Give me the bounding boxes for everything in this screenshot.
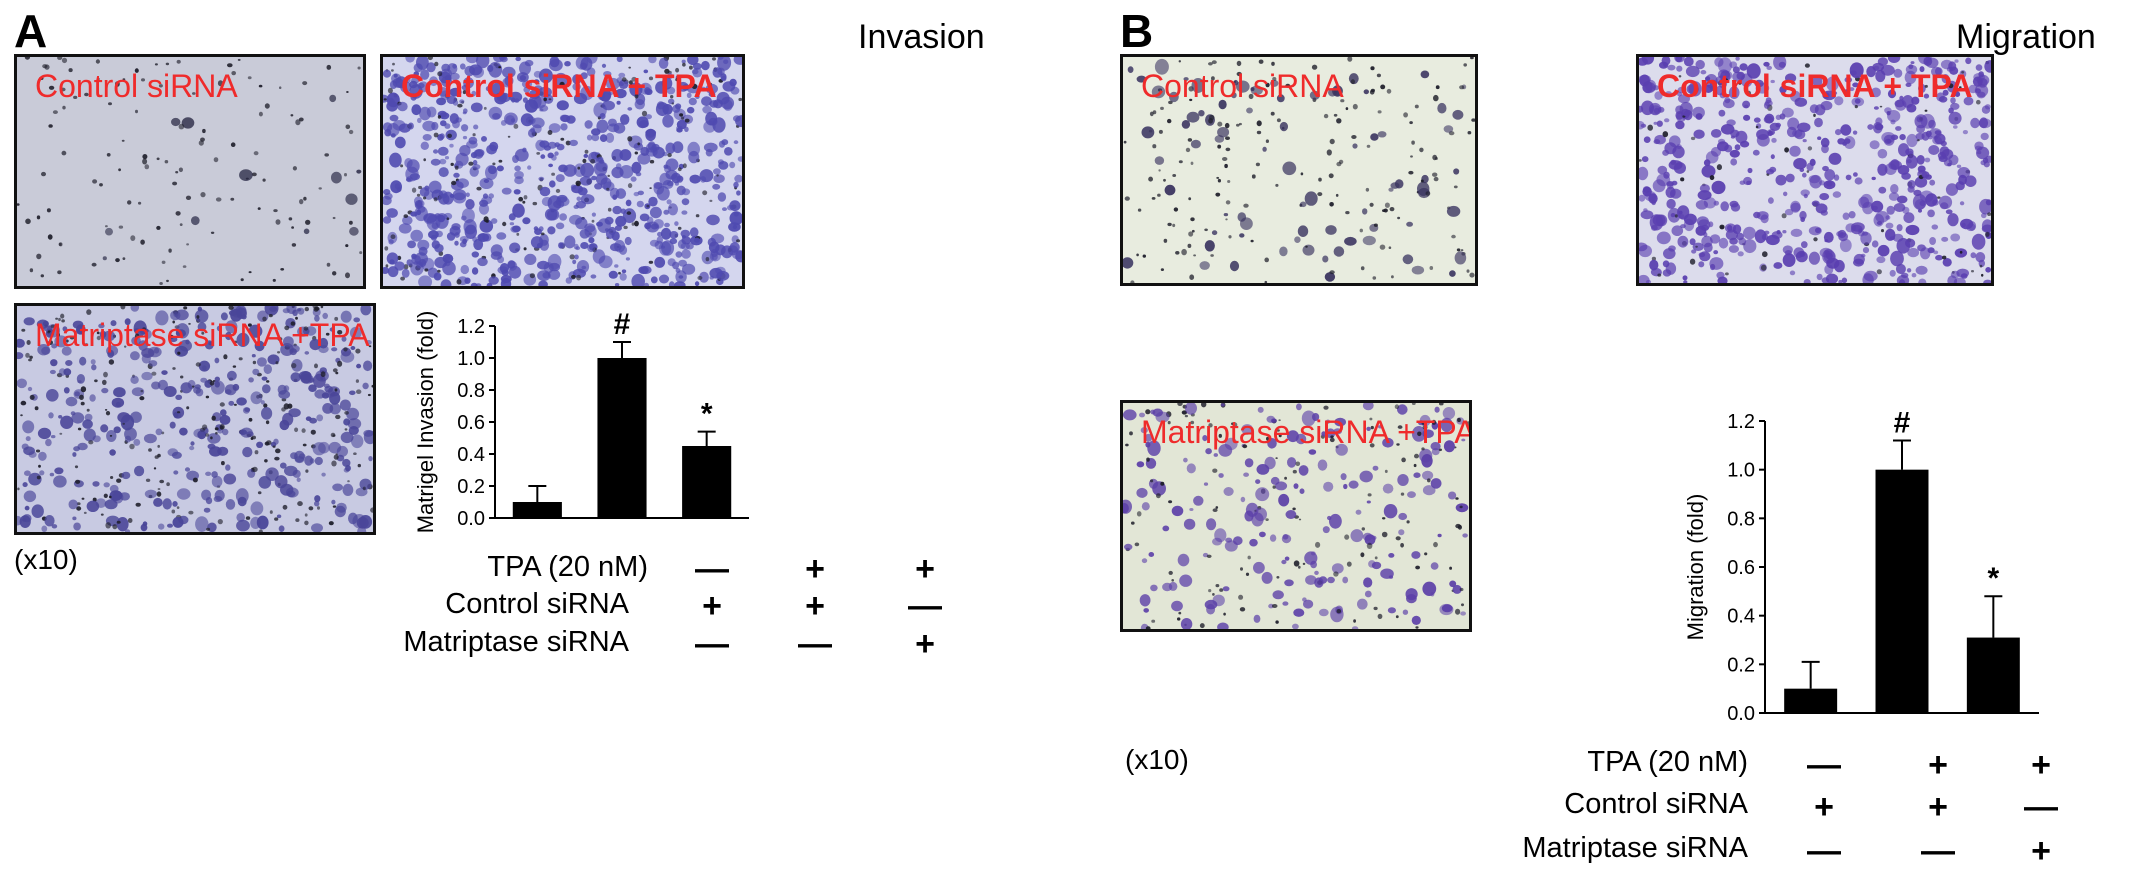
sym-a-r0-c0: — xyxy=(695,550,729,588)
micrograph-field xyxy=(1639,57,1991,283)
sym-a-r1-c1: + xyxy=(805,587,825,625)
sym-b-r1-c0: + xyxy=(1814,788,1834,826)
row-label-tpa-a: TPA (20 nM) xyxy=(487,551,648,583)
panel-a-title: Invasion xyxy=(858,18,985,56)
micro-label: Control siRNA + TPA xyxy=(401,68,717,104)
bar xyxy=(1966,637,2020,713)
micro-image-a-control-tpa: Control siRNA + TPA xyxy=(380,54,745,289)
y-tick-label: 0.2 xyxy=(1727,654,1755,676)
bar xyxy=(1784,688,1838,713)
bar xyxy=(512,502,562,518)
sym-a-r2-c1: — xyxy=(798,625,832,663)
micro-image-a-matriptase-tpa: Matriptase siRNA +TPA xyxy=(14,303,376,535)
y-tick-label: 0.0 xyxy=(1727,703,1755,725)
sym-a-r1-c2: — xyxy=(908,587,942,625)
micrograph-field xyxy=(1123,57,1475,283)
sym-b-r2-c0: — xyxy=(1807,832,1841,870)
y-axis-label: Matrigel Invasion (fold) xyxy=(413,311,438,534)
row-label-matriptase-sirna-a: Matriptase siRNA xyxy=(403,626,629,658)
micro-label: Control siRNA xyxy=(1141,68,1344,104)
panel-b-title: Migration xyxy=(1956,18,2096,56)
y-tick-label: 0.2 xyxy=(457,476,485,498)
significance-marker: * xyxy=(1987,562,1999,595)
sym-a-r0-c1: + xyxy=(805,550,825,588)
y-tick-label: 1.2 xyxy=(1727,411,1755,433)
bar xyxy=(597,358,647,518)
micrograph-field xyxy=(17,57,363,286)
sym-b-r1-c1: + xyxy=(1928,788,1948,826)
sym-b-r0-c0: — xyxy=(1807,746,1841,784)
y-tick-label: 0.8 xyxy=(457,380,485,402)
row-label-tpa-b: TPA (20 nM) xyxy=(1587,746,1748,778)
micro-image-b-matriptase-sirna-tpa: Matriptase siRNA +TPA xyxy=(1120,400,1472,632)
significance-marker: * xyxy=(701,398,713,431)
micro-label: Control siRNA + TPA xyxy=(1657,68,1973,104)
row-label-matriptase-sirna-b: Matriptase siRNA xyxy=(1522,832,1748,864)
bar xyxy=(1875,469,1929,713)
panel-a-letter: A xyxy=(14,5,48,57)
micrograph-field xyxy=(17,306,373,532)
sym-b-r1-c2: — xyxy=(2024,788,2058,826)
y-tick-label: 0.4 xyxy=(457,444,485,466)
micro-label: Matriptase siRNA +TPA xyxy=(35,317,370,353)
bar xyxy=(682,446,732,518)
y-tick-label: 0.6 xyxy=(457,412,485,434)
y-tick-label: 0.8 xyxy=(1727,508,1755,530)
sym-b-r0-c2: + xyxy=(2031,746,2051,784)
row-label-control-sirna-b: Control siRNA xyxy=(1564,788,1748,820)
micro-image-a-control: Control siRNA xyxy=(14,54,366,289)
migration-bar-chart-b: 0.0 0.2 0.4 0.6 0.8 1.0 1.2 Migration (fold) # * xyxy=(1683,406,2039,725)
y-tick-label: 1.2 xyxy=(457,316,485,338)
y-tick-label: 0.4 xyxy=(1727,606,1755,628)
magnification-label-b: (x10) xyxy=(1125,744,1189,775)
micro-image-b-control-tpa-image: Control siRNA + TPA xyxy=(1636,54,1994,286)
significance-marker: # xyxy=(1894,406,1911,439)
y-tick-label: 1.0 xyxy=(457,348,485,370)
y-tick-label: 0.0 xyxy=(457,508,485,530)
significance-marker: # xyxy=(614,308,631,341)
sym-b-r0-c1: + xyxy=(1928,746,1948,784)
magnification-label-a: (x10) xyxy=(14,544,78,575)
micro-label: Matriptase siRNA +TPA xyxy=(1141,414,1472,450)
y-axis-label: Migration (fold) xyxy=(1683,494,1708,641)
sym-b-r2-c1: — xyxy=(1921,832,1955,870)
micro-image-b-control: Control siRNA xyxy=(1120,54,1478,286)
row-label-control-sirna-a: Control siRNA xyxy=(445,588,629,620)
micrograph-field xyxy=(383,57,742,286)
panel-b-letter: B xyxy=(1120,5,1154,57)
y-tick-label: 0.6 xyxy=(1727,557,1755,579)
invasion-bar-chart: 0.0 0.2 0.4 0.6 0.8 1.0 1.2 Matrigel Invasion (… xyxy=(413,308,749,534)
micro-label: Control siRNA xyxy=(35,68,238,104)
sym-b-r2-c2: + xyxy=(2031,832,2051,870)
sym-a-r2-c2: + xyxy=(915,625,935,663)
sym-a-r2-c0: — xyxy=(695,625,729,663)
sym-a-r0-c2: + xyxy=(915,550,935,588)
sym-a-r1-c0: + xyxy=(702,587,722,625)
micrograph-field xyxy=(1123,403,1469,629)
y-tick-label: 1.0 xyxy=(1727,460,1755,482)
